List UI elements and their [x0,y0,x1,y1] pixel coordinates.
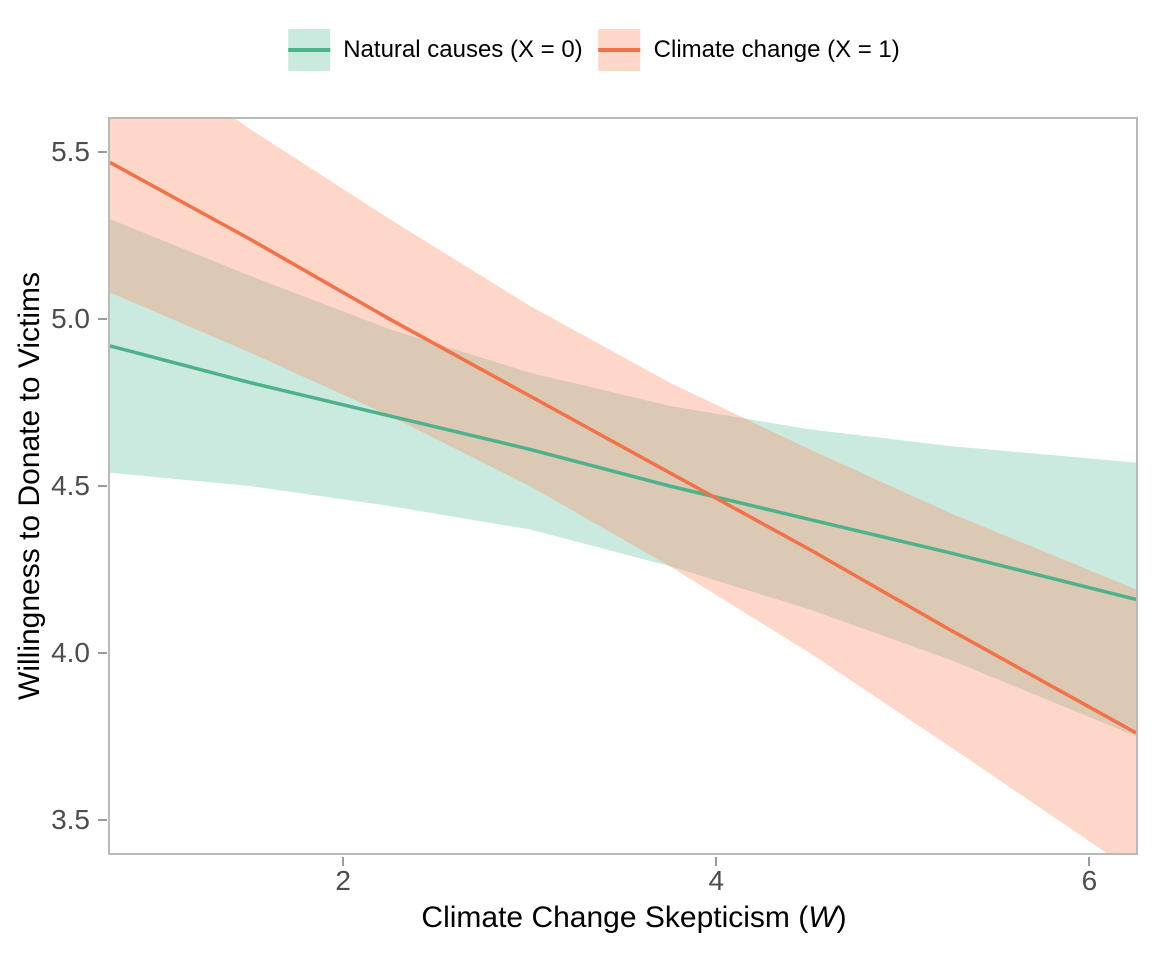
legend: Natural causes (X = 0) Climate change (X … [288,29,916,71]
y-axis-tick-label: 5.5 [51,136,90,168]
y-axis-tick-label: 4.0 [51,636,90,668]
x-axis-tick-label: 2 [335,865,351,896]
x-axis-title-text: Climate Change Skepticism ( [421,901,809,934]
x-axis-title: Climate Change Skepticism (W) [0,901,1152,935]
y-axis-tick-label: 3.5 [51,803,90,835]
legend-label: Climate change (X = 1) [653,36,900,63]
x-axis-tick-label: 4 [708,865,725,896]
y-axis-tick [98,818,107,821]
y-axis-tick [98,485,107,487]
y-axis-tick-label: 5.0 [51,303,90,335]
x-axis-tick [715,857,718,866]
legend-key-line [288,48,331,52]
x-axis-tick-label: 6 [1081,865,1098,896]
x-axis-title-variable: W [808,901,837,934]
x-axis-tick [1088,857,1091,866]
legend-key-swatch [288,29,331,71]
y-axis-tick [98,151,107,154]
chart-panel [108,117,1138,855]
y-axis-tick-label: 4.5 [51,470,90,501]
climate-change-fit-line [110,160,1136,735]
legend-item-natural-causes: Natural causes (X = 0) [288,29,583,71]
plot-area [110,119,1136,853]
natural-causes-ci-ribbon [110,219,1136,737]
y-axis-tick [98,651,107,654]
legend-key-swatch [598,29,641,71]
climate-change-ci-ribbon [110,119,1136,853]
legend-label: Natural causes (X = 0) [343,36,583,63]
natural-causes-fit-line [110,344,1136,602]
x-axis-tick [342,857,345,866]
legend-item-climate-change: Climate change (X = 1) [598,29,900,71]
x-axis-title-suffix: ) [836,901,847,934]
legend-key-line [598,48,641,52]
y-axis-tick [98,318,107,321]
